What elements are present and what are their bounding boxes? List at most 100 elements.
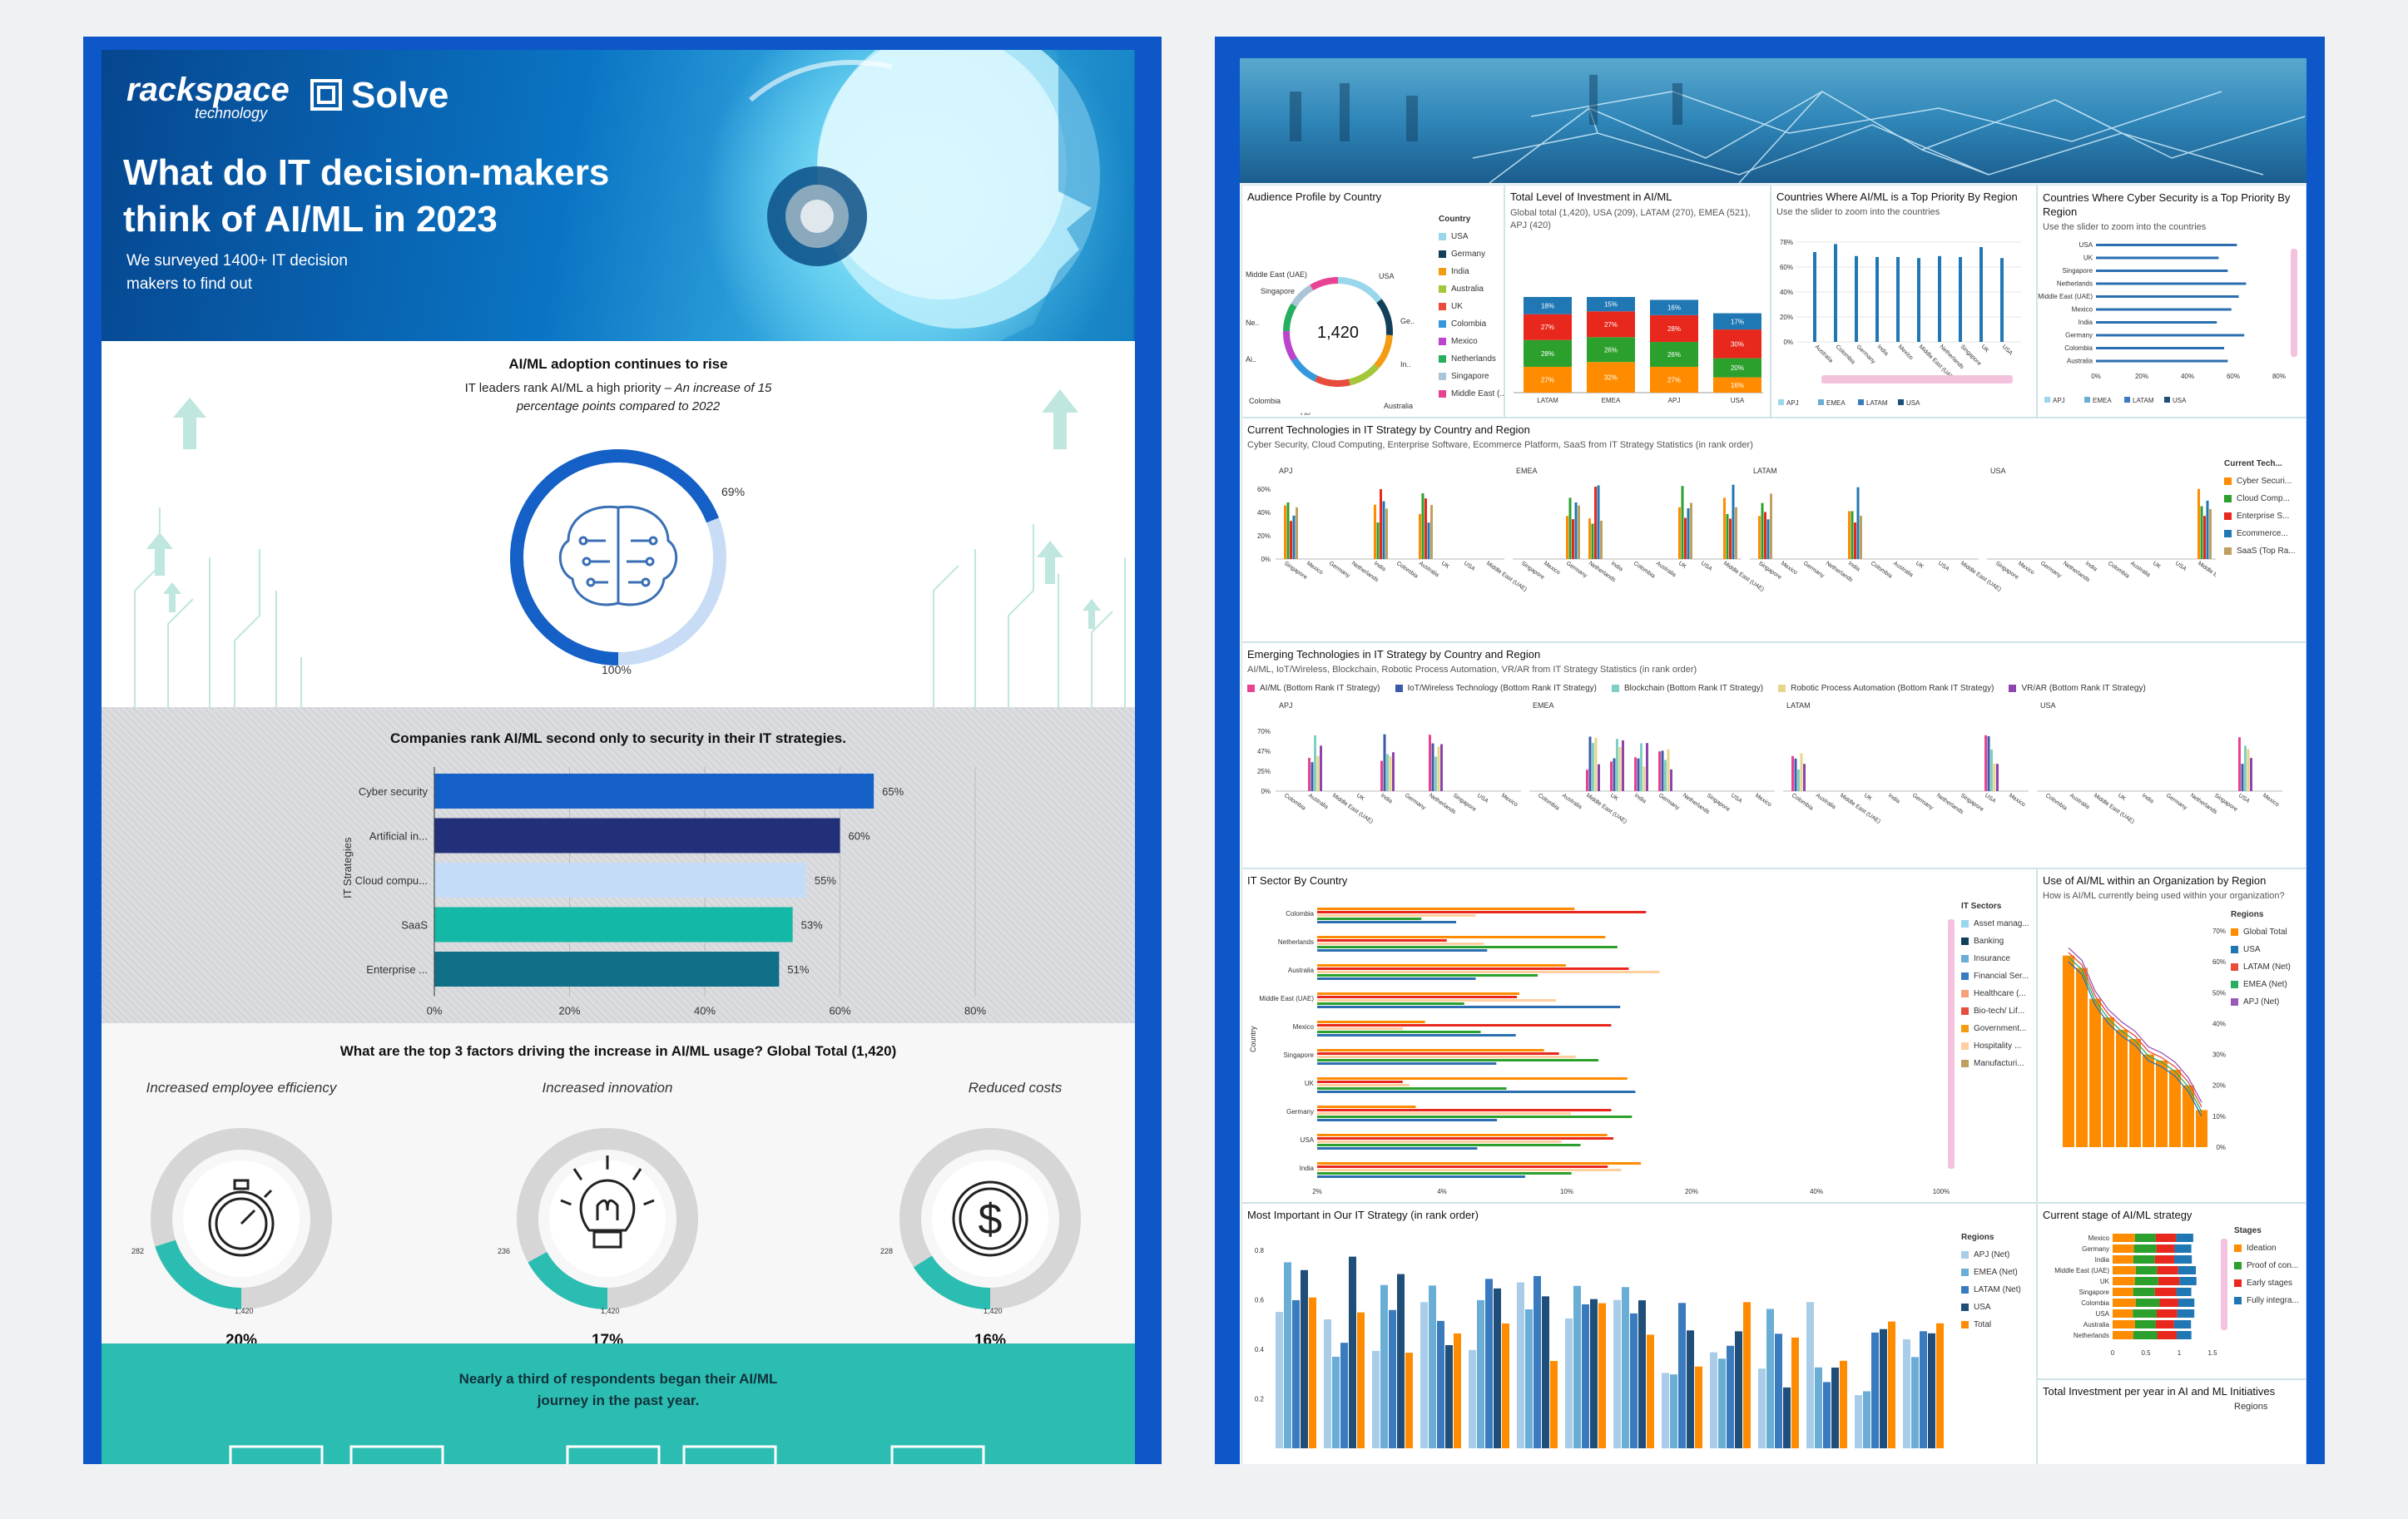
current-tech-country: Australia <box>1418 561 1439 578</box>
stage-segment <box>2156 1244 2175 1253</box>
legend-item[interactable]: Robotic Process Automation (Bottom Rank … <box>1778 680 1994 697</box>
legend-item[interactable]: Enterprise S... <box>2224 507 2296 525</box>
legend-title: Regions <box>2231 910 2264 919</box>
factor-label: Reduced costs <box>969 1080 1063 1096</box>
factors-title: What are the top 3 factors driving the i… <box>339 1043 897 1059</box>
audience-slice <box>1337 277 1382 304</box>
legend-item[interactable]: Singapore <box>1439 368 1507 385</box>
legend-item[interactable]: IoT/Wireless Technology (Bottom Rank IT … <box>1395 680 1597 697</box>
legend-swatch <box>2224 495 2232 502</box>
sector-bar <box>1317 1106 1416 1108</box>
current-tech-country: Australia <box>1655 561 1677 578</box>
stage-panel: Current stage of AI/ML strategy Mexico Ge… <box>2037 1203 2306 1379</box>
legend-item[interactable]: USA <box>1439 228 1507 245</box>
current-tech-country: India <box>1373 561 1387 573</box>
legend-item[interactable]: AI/ML (Bottom Rank IT Strategy) <box>1247 680 1380 697</box>
usage-line <box>2068 947 2202 1103</box>
sector-country: Singapore <box>1284 1051 1315 1059</box>
legend-swatch <box>1961 938 1969 945</box>
important-legend: Regions APJ (Net) EMEA (Net) LATAM (Net) USA… <box>1961 1229 2021 1333</box>
factor-total: 1,420 <box>984 1307 1003 1315</box>
stage-segment <box>2113 1234 2135 1242</box>
cyber-bar <box>2096 270 2228 272</box>
important-bar <box>1855 1395 1862 1448</box>
factor-count: 228 <box>880 1247 893 1255</box>
adoption-sub-increase: – An increase of 15 percentage points co… <box>516 381 772 413</box>
legend-item[interactable]: Netherlands <box>1439 350 1507 368</box>
legend-item[interactable]: Fully integra... <box>2234 1292 2299 1309</box>
legend-item[interactable]: India <box>1439 263 1507 280</box>
legend-item[interactable]: USA <box>1961 1299 2021 1316</box>
legend-item[interactable]: Bio-tech/ Lif... <box>1961 1002 2029 1020</box>
legend-item[interactable]: Germany <box>1439 245 1507 263</box>
sector-bar <box>1317 1109 1612 1111</box>
investment-title: Total Level of Investment in AI/ML <box>1510 190 1672 203</box>
brain-circuit-icon <box>558 505 678 606</box>
legend-item[interactable]: Hospitality ... <box>1961 1037 2029 1055</box>
x-tick-label: 20% <box>558 1005 580 1017</box>
legend-item[interactable]: EMEA (Net) <box>2231 976 2291 993</box>
current-tech-bar <box>1385 508 1388 559</box>
legend-item[interactable]: EMEA (Net) <box>1961 1264 2021 1281</box>
legend-item[interactable]: LATAM (Net) <box>2231 958 2291 976</box>
current-tech-country: UK <box>1677 561 1687 571</box>
ranking-title: Companies rank AI/ML second only to secu… <box>390 730 846 746</box>
legend-item[interactable]: Total <box>1961 1316 2021 1333</box>
important-bar <box>1420 1302 1428 1448</box>
current-tech-bar <box>2197 488 2200 559</box>
legend-item[interactable]: Asset manag... <box>1961 915 2029 933</box>
stage-segment <box>2178 1266 2197 1274</box>
stage-country: Singapore <box>2079 1289 2110 1296</box>
legend-item[interactable]: Ideation <box>2234 1239 2299 1257</box>
legend-item[interactable]: Australia <box>1439 280 1507 298</box>
legend-label: Hospitality ... <box>1974 1042 2022 1051</box>
emerging-tech-country: USA <box>1730 793 1743 804</box>
legend-item[interactable]: Cyber Securi... <box>2224 473 2296 490</box>
legend-item[interactable]: USA <box>2231 941 2291 958</box>
legend-item[interactable]: Blockchain (Bottom Rank IT Strategy) <box>1612 680 1763 697</box>
legend-item[interactable]: SaaS (Top Ra... <box>2224 542 2296 560</box>
sector-bar <box>1317 946 1618 948</box>
legend-item[interactable]: Healthcare (... <box>1961 985 2029 1002</box>
stage-segment <box>2178 1299 2195 1307</box>
legend-item[interactable]: UK <box>1439 298 1507 315</box>
stage-segment <box>2176 1288 2192 1296</box>
legend-label: APJ <box>2053 397 2065 404</box>
emerging-tech-bar <box>1386 754 1389 791</box>
legend-item[interactable]: Early stages <box>2234 1274 2299 1292</box>
legend-item[interactable]: Government... <box>1961 1020 2029 1037</box>
sector-country: Colombia <box>1286 910 1314 918</box>
legend-item[interactable]: Financial Ser... <box>1961 967 2029 985</box>
emerging-tech-country: Colombia <box>2044 793 2068 812</box>
emerging-tech-bar <box>1622 740 1624 791</box>
cyber-bar <box>2096 295 2239 298</box>
legend-item[interactable]: Banking <box>1961 933 2029 950</box>
legend-item[interactable]: APJ (Net) <box>2231 993 2291 1011</box>
y-tick: 0% <box>1261 556 1271 563</box>
zoom-slider <box>1821 375 2013 383</box>
legend-item[interactable]: APJ (Net) <box>1961 1246 2021 1264</box>
investment-segment <box>1650 314 1698 343</box>
investment-segment <box>1713 358 1761 378</box>
stage-chart: Mexico Germany India Middle East (UAE) UK Sin… <box>2054 1234 2227 1357</box>
stage-country: Mexico <box>2088 1234 2110 1242</box>
legend-item[interactable]: Manufacturi... <box>1961 1055 2029 1072</box>
legend-label: Financial Ser... <box>1974 972 2029 981</box>
ranking-bar <box>434 952 780 987</box>
legend-item[interactable]: Proof of con... <box>2234 1257 2299 1274</box>
emerging-tech-bar <box>1634 757 1637 791</box>
emerging-tech-bar <box>1594 738 1598 791</box>
legend-item[interactable]: Insurance <box>1961 950 2029 967</box>
legend-item[interactable]: VR/AR (Bottom Rank IT Strategy) <box>2009 680 2146 697</box>
x-tick: 20% <box>1685 1188 1698 1195</box>
legend-item[interactable]: LATAM (Net) <box>1961 1281 2021 1299</box>
sector-bar <box>1317 1137 1614 1140</box>
legend-item[interactable]: Mexico <box>1439 333 1507 350</box>
important-bar <box>1791 1337 1799 1448</box>
circuit-background-icon <box>134 389 1126 707</box>
legend-item[interactable]: Middle East (... <box>1439 385 1507 403</box>
legend-item[interactable]: Global Total <box>2231 923 2291 941</box>
legend-item[interactable]: Cloud Comp... <box>2224 490 2296 507</box>
legend-item[interactable]: Ecommerce... <box>2224 525 2296 542</box>
legend-item[interactable]: Colombia <box>1439 315 1507 333</box>
